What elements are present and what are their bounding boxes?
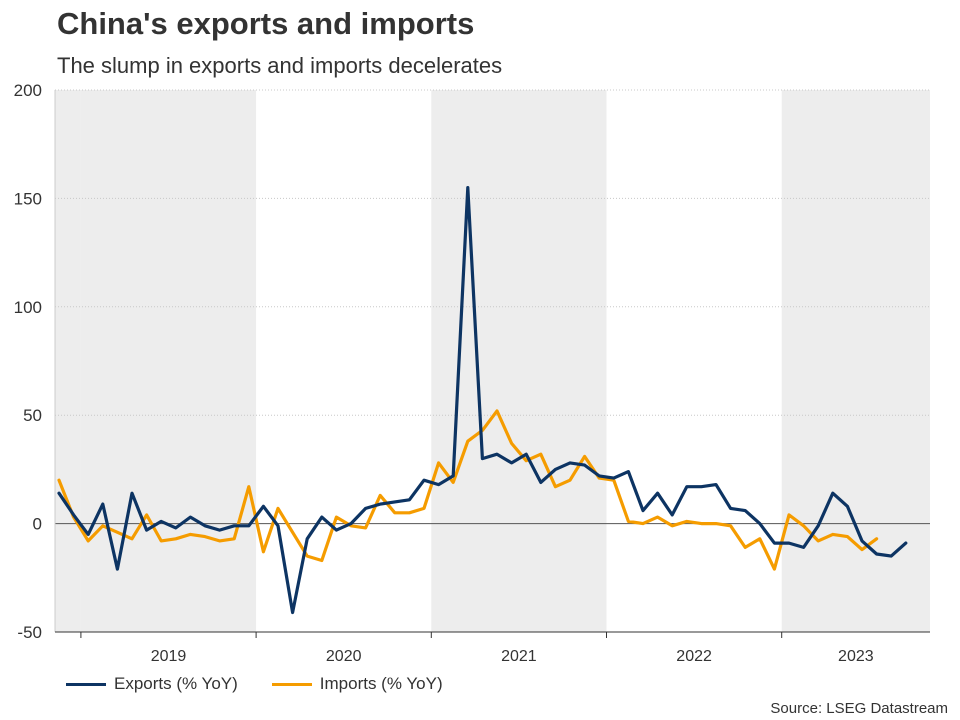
chart-title: China's exports and imports [57,6,475,41]
y-tick-label: 0 [33,515,42,534]
x-tick-label: 2019 [151,648,187,665]
shaded-band-2023 [781,90,930,632]
legend: Exports (% YoY) Imports (% YoY) [66,674,443,694]
y-tick-label: 50 [23,406,42,425]
series-line-exports [57,186,908,615]
x-tick-label: 2022 [676,648,712,665]
legend-item-exports: Exports (% YoY) [66,674,238,694]
y-axis: -50 0 50 100 150 200 [14,81,56,642]
x-axis: 2019 2020 2021 2022 2023 [55,631,930,665]
y-tick-label: 200 [14,81,42,100]
legend-label-imports: Imports (% YoY) [319,674,443,693]
x-tick-label: 2023 [838,648,874,665]
y-tick-label: -50 [17,623,42,642]
legend-label-exports: Exports (% YoY) [114,674,238,693]
legend-swatch-imports [271,682,312,686]
y-tick-label: 150 [14,189,42,208]
y-tick-label: 100 [14,298,42,317]
legend-swatch-exports [66,682,106,686]
shaded-year-bands [55,90,930,632]
legend-item-imports: Imports (% YoY) [271,674,443,694]
series-line-imports [57,409,879,571]
x-tick-label: 2021 [501,648,537,665]
shaded-band-2018 [55,90,81,632]
source-note: Source: LSEG Datastream [770,700,948,717]
shaded-band-2019 [80,90,257,632]
chart-subtitle: The slump in exports and imports deceler… [57,53,503,78]
series-lines [57,186,908,615]
x-tick-label: 2020 [326,648,362,665]
